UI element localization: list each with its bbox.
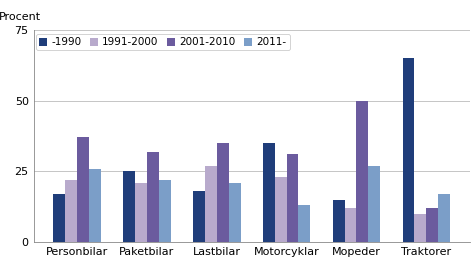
Bar <box>345 208 356 242</box>
Bar <box>299 205 310 242</box>
Bar <box>77 138 89 242</box>
Bar <box>356 101 368 242</box>
Legend: -1990, 1991-2000, 2001-2010, 2011-: -1990, 1991-2000, 2001-2010, 2011- <box>36 34 290 50</box>
Bar <box>263 143 275 242</box>
Bar <box>438 194 450 242</box>
Bar <box>54 194 65 242</box>
Bar <box>65 180 77 242</box>
Bar <box>287 154 299 242</box>
Bar <box>159 180 171 242</box>
Bar <box>228 183 240 242</box>
Bar <box>147 152 159 242</box>
Bar <box>333 200 345 242</box>
Bar <box>89 169 101 242</box>
Bar <box>123 171 135 242</box>
Bar <box>426 208 438 242</box>
Bar <box>205 166 217 242</box>
Bar <box>414 214 426 242</box>
Bar <box>217 143 228 242</box>
Bar <box>368 166 380 242</box>
Bar <box>193 191 205 242</box>
Bar <box>135 183 147 242</box>
Bar <box>275 177 287 242</box>
Text: Procent: Procent <box>0 11 41 22</box>
Bar <box>402 58 414 242</box>
